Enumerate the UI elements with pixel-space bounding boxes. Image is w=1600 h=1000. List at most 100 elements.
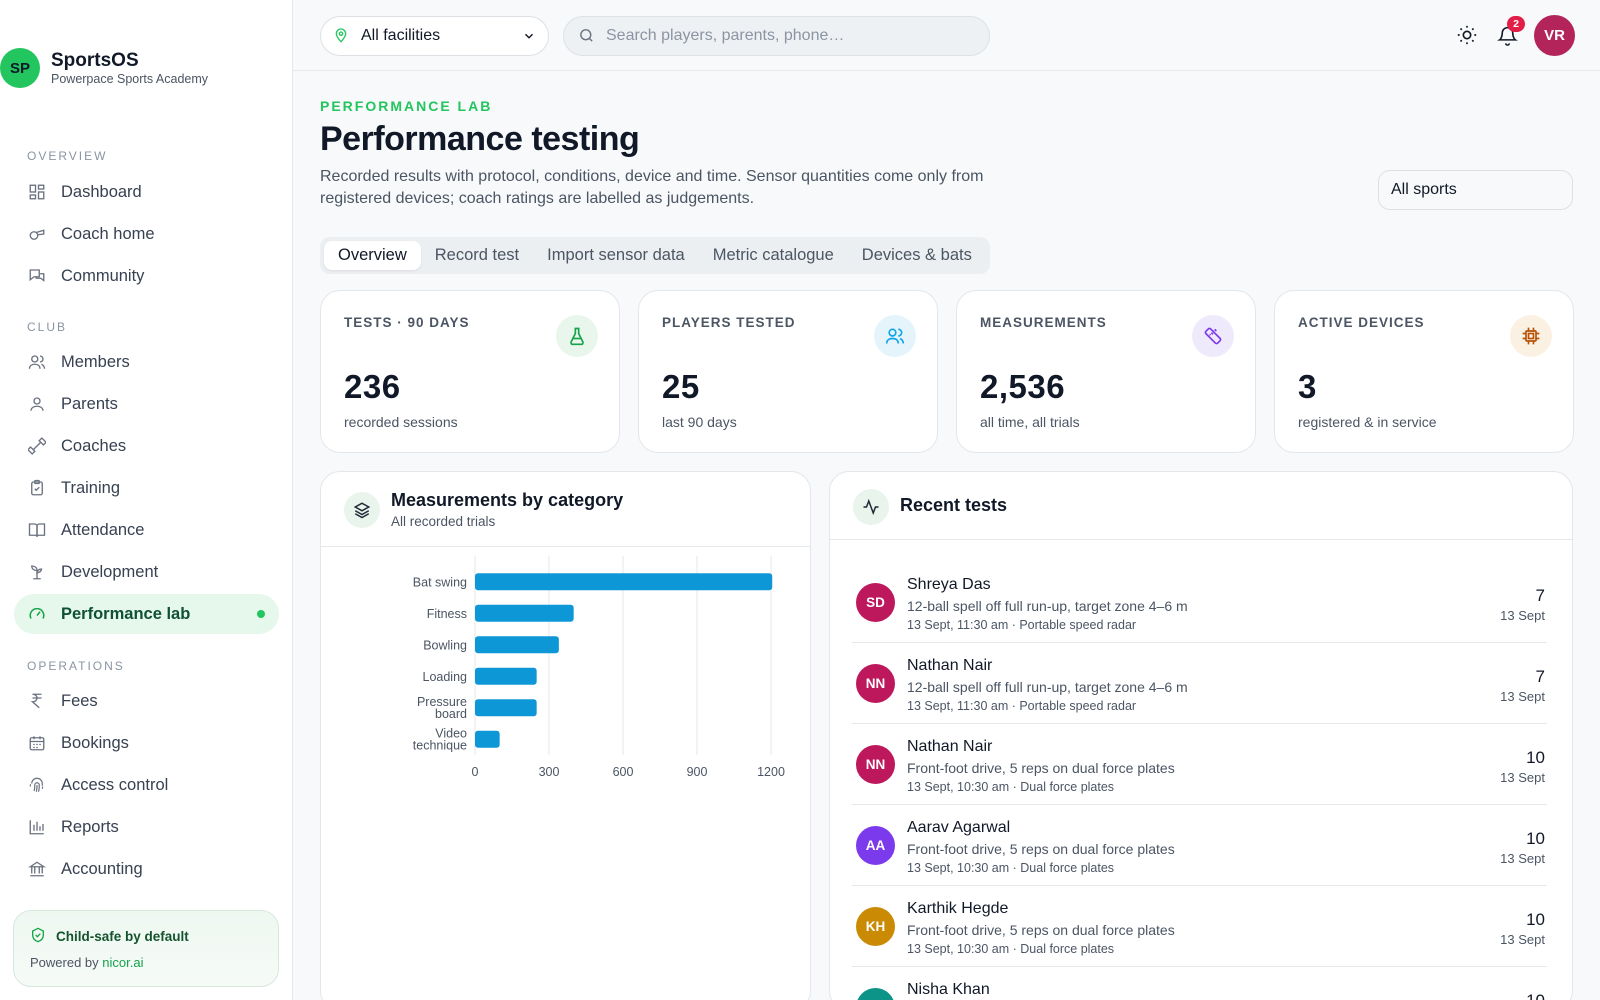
gauge-icon	[27, 604, 47, 624]
panel-header: Measurements by category All recorded tr…	[321, 472, 810, 547]
test-date: 13 Sept	[1500, 851, 1545, 866]
sidebar-item-label: Development	[61, 562, 159, 581]
shield-check-icon	[30, 927, 48, 945]
test-row[interactable]: AA Aarav Agarwal Front-foot drive, 5 reps …	[852, 805, 1547, 886]
stat-subtext: recorded sessions	[344, 414, 458, 430]
page-description: Recorded results with protocol, conditio…	[320, 168, 984, 207]
sidebar-item-training[interactable]: Training	[14, 468, 279, 508]
sidebar-item-coaches[interactable]: Coaches	[14, 426, 279, 466]
panel-title: Recent tests	[900, 495, 1008, 515]
theme-toggle-sun-icon[interactable]	[1454, 22, 1480, 48]
user-icon	[27, 394, 47, 414]
player-name: Karthik Hegde	[907, 900, 1009, 917]
player-avatar: SD	[856, 583, 895, 622]
chevron-down-icon	[522, 29, 536, 43]
test-row[interactable]: NK Nisha Khan 10	[852, 967, 1547, 1000]
test-date: 13 Sept	[1500, 689, 1545, 704]
test-row[interactable]: KH Karthik Hegde Front-foot drive, 5 reps …	[852, 886, 1547, 967]
test-score: 7	[1535, 667, 1545, 686]
sidebar-item-label: Dashboard	[61, 182, 142, 201]
test-protocol: Front-foot drive, 5 reps on dual force p…	[907, 760, 1175, 776]
flask-icon	[556, 315, 598, 357]
sidebar-item-reports[interactable]: Reports	[14, 807, 279, 847]
bank-icon	[27, 859, 47, 879]
sidebar-item-performance-lab[interactable]: Performance lab	[14, 594, 279, 634]
search-input[interactable]	[606, 27, 966, 45]
stat-subtext: registered & in service	[1298, 414, 1437, 430]
measurements-chart-panel: Measurements by category All recorded tr…	[320, 471, 811, 1000]
test-score: 10	[1526, 748, 1545, 767]
sidebar-item-access-control[interactable]: Access control	[14, 765, 279, 805]
layers-icon	[344, 492, 380, 528]
rupee-icon	[27, 691, 47, 711]
sidebar-item-label: Coaches	[61, 436, 127, 455]
stat-card-active-devices: ACTIVE DEVICES 3 registered & in service	[1274, 290, 1574, 453]
player-avatar: AA	[856, 826, 895, 865]
sidebar-item-attendance[interactable]: Attendance	[14, 510, 279, 550]
tab-overview[interactable]: Overview	[324, 241, 421, 270]
sidebar-item-label: Reports	[61, 817, 119, 836]
sidebar-item-community[interactable]: Community	[14, 256, 279, 296]
test-meta: 13 Sept, 10:30 am · Dual force plates	[907, 780, 1115, 794]
stat-label: ACTIVE DEVICES	[1298, 315, 1425, 330]
sidebar-item-dashboard[interactable]: Dashboard	[14, 172, 279, 212]
y-tick-label: technique	[413, 738, 467, 752]
notification-badge: 2	[1507, 16, 1525, 32]
x-tick-label: 600	[613, 765, 634, 779]
test-row[interactable]: SD Shreya Das 12-ball spell off full run-u…	[852, 562, 1547, 643]
sidebar-item-members[interactable]: Members	[14, 342, 279, 382]
player-name: Nathan Nair	[907, 738, 993, 755]
recent-tests-panel: Recent tests SD Shreya Das 12-ball spell o…	[829, 471, 1573, 1000]
brand-subtitle: Powerpace Sports Academy	[51, 71, 209, 86]
x-tick-label: 300	[539, 765, 560, 779]
brand[interactable]: SP SportsOS Powerpace Sports Academy	[0, 48, 208, 88]
player-name: Nisha Khan	[907, 981, 990, 998]
sidebar-item-development[interactable]: Development	[14, 552, 279, 592]
sidebar-item-label: Accounting	[61, 859, 143, 878]
test-protocol: Front-foot drive, 5 reps on dual force p…	[907, 922, 1175, 938]
sport-filter-select[interactable]: All sports	[1378, 170, 1573, 210]
bar	[475, 667, 537, 685]
test-date: 13 Sept	[1500, 932, 1545, 947]
player-name: Aarav Agarwal	[907, 819, 1011, 836]
tab-record-test[interactable]: Record test	[434, 246, 520, 264]
bar-chart-icon	[27, 817, 47, 837]
stat-label: MEASUREMENTS	[980, 315, 1107, 330]
sidebar-item-label: Fees	[61, 691, 98, 710]
sidebar-item-coach-home[interactable]: Coach home	[14, 214, 279, 254]
whistle-icon	[27, 224, 47, 244]
sidebar-item-label: Community	[61, 266, 145, 285]
stat-card-players-tested: PLAYERS TESTED 25 last 90 days	[638, 290, 938, 453]
facility-select-value: All facilities	[361, 27, 441, 44]
child-safe-card: Child-safe by default Powered by nicor.a…	[13, 910, 279, 987]
test-score: 10	[1526, 829, 1545, 848]
sidebar-item-parents[interactable]: Parents	[14, 384, 279, 424]
x-tick-label: 1200	[757, 765, 785, 779]
bar	[475, 636, 559, 654]
sidebar-item-accounting[interactable]: Accounting	[14, 849, 279, 889]
test-date: 13 Sept	[1500, 770, 1545, 785]
bell-icon[interactable]	[1494, 22, 1520, 48]
stat-label: PLAYERS TESTED	[662, 315, 796, 330]
facility-select[interactable]: All facilities	[320, 16, 549, 56]
powered-by-link[interactable]: nicor.ai	[102, 955, 144, 970]
page-title: Performance testing	[320, 120, 640, 158]
stat-card-tests: TESTS · 90 DAYS 236 recorded sessions	[320, 290, 620, 453]
tab-metric-catalogue[interactable]: Metric catalogue	[712, 246, 834, 264]
user-avatar[interactable]: VR	[1534, 15, 1575, 56]
tab-bar: Overview Record test Import sensor data …	[320, 237, 990, 274]
test-row[interactable]: NN Nathan Nair 12-ball spell off full run-…	[852, 643, 1547, 724]
player-avatar: NK	[856, 988, 895, 1000]
sidebar-item-label: Training	[61, 478, 120, 497]
calendar-icon	[27, 733, 47, 753]
panel-subtitle: All recorded trials	[391, 514, 496, 529]
sidebar-item-label: Access control	[61, 775, 169, 794]
topbar: All facilities	[293, 0, 1600, 71]
tab-import-sensor-data[interactable]: Import sensor data	[547, 246, 685, 264]
test-row[interactable]: NN Nathan Nair Front-foot drive, 5 reps on…	[852, 724, 1547, 805]
sidebar-item-label: Coach home	[61, 224, 155, 243]
powered-by-label: Powered by	[30, 955, 99, 970]
tab-devices-bats[interactable]: Devices & bats	[861, 246, 972, 264]
sidebar-item-fees[interactable]: Fees	[14, 681, 279, 721]
sidebar-item-bookings[interactable]: Bookings	[14, 723, 279, 763]
